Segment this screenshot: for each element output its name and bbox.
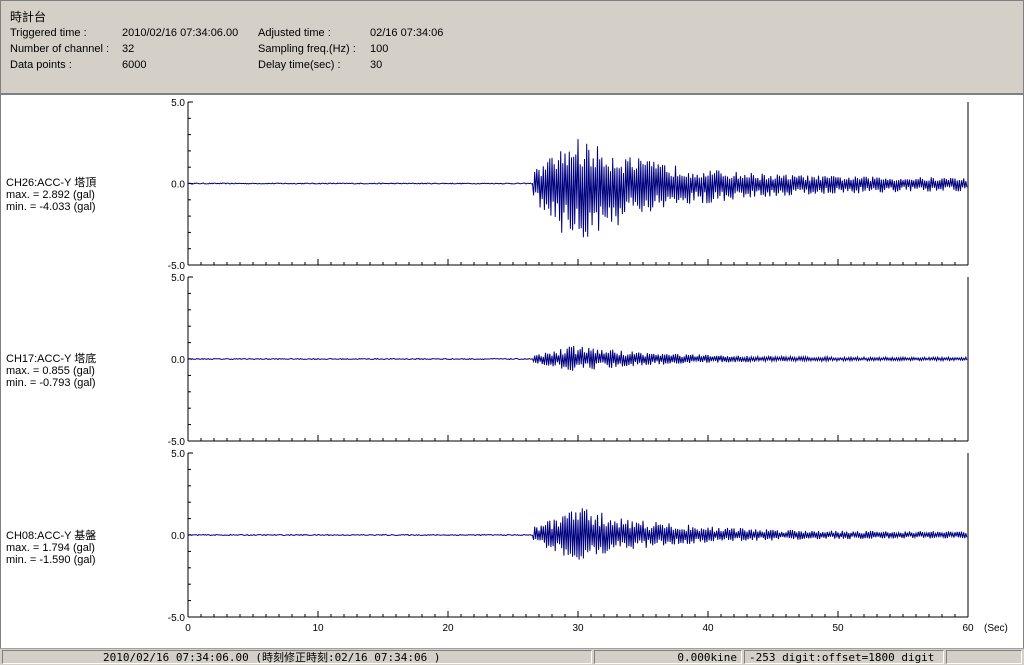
status-empty bbox=[946, 650, 1022, 664]
waveform-plot-area[interactable]: CH26:ACC-Y 塔頂 max. = 2.892 (gal) min. = … bbox=[0, 94, 1024, 650]
delay-label: Delay time(sec) : bbox=[258, 59, 341, 71]
channel-panel-0: 5.0 0.0 -5.0 bbox=[168, 98, 969, 272]
y-tick-label: 0.0 bbox=[171, 355, 185, 366]
y-tick-label: 5.0 bbox=[171, 98, 185, 109]
status-bar: 2010/02/16 07:34:06.00 (時刻修正時刻:02/16 07:… bbox=[0, 648, 1024, 665]
delay-value: 30 bbox=[370, 59, 383, 71]
channel-info-0: CH26:ACC-Y 塔頂 max. = 2.892 (gal) min. = … bbox=[6, 177, 96, 213]
channel-panel-1: 5.0 0.0 -5.0 bbox=[168, 273, 969, 448]
channel-min: min. = -0.793 (gal) bbox=[6, 377, 96, 389]
x-tick-label: 10 bbox=[312, 623, 324, 634]
triggered-value: 2010/02/16 07:34:06.00 bbox=[122, 27, 239, 39]
channel-min: min. = -4.033 (gal) bbox=[6, 201, 96, 213]
points-label: Data points : bbox=[10, 59, 72, 71]
adjusted-value: 02/16 07:34:06 bbox=[370, 27, 444, 39]
channel-name: CH26:ACC-Y 塔頂 bbox=[6, 177, 97, 189]
channels-value: 32 bbox=[122, 43, 135, 55]
channel-max: max. = 2.892 (gal) bbox=[6, 189, 95, 201]
y-tick-label: -5.0 bbox=[168, 261, 186, 272]
info-header: 時計台 Triggered time : 2010/02/16 07:34:06… bbox=[0, 0, 1024, 94]
x-tick-label: 30 bbox=[572, 623, 584, 634]
channel-info-1: CH17:ACC-Y 塔底 max. = 0.855 (gal) min. = … bbox=[6, 353, 96, 389]
station-title: 時計台 bbox=[10, 10, 47, 24]
status-time: 2010/02/16 07:34:06.00 (時刻修正時刻:02/16 07:… bbox=[2, 650, 592, 664]
waveform-line-0 bbox=[187, 139, 968, 238]
waveform-line-2 bbox=[187, 508, 968, 560]
waveform-chart: 5.00.0-5.05.00.0-5.05.00.0-5.00 10 20 30 40 5… bbox=[168, 98, 1008, 634]
x-axis-label: (Sec) bbox=[984, 623, 1008, 634]
channel-name: CH08:ACC-Y 基盤 bbox=[6, 530, 97, 542]
x-tick-label: 50 bbox=[832, 623, 844, 634]
channel-info-2: CH08:ACC-Y 基盤 max. = 1.794 (gal) min. = … bbox=[6, 530, 96, 566]
channel-max: max. = 1.794 (gal) bbox=[6, 542, 95, 554]
points-value: 6000 bbox=[122, 59, 147, 71]
triggered-label: Triggered time : bbox=[10, 27, 87, 39]
y-tick-label: 0.0 bbox=[171, 180, 185, 191]
x-tick-label: 0 bbox=[185, 623, 191, 634]
sampling-label: Sampling freq.(Hz) : bbox=[258, 43, 356, 55]
x-tick-label: 40 bbox=[702, 623, 714, 634]
channels-label: Number of channel : bbox=[10, 43, 110, 55]
sampling-value: 100 bbox=[370, 43, 389, 55]
waveform-line-1 bbox=[188, 345, 968, 371]
channel-name: CH17:ACC-Y 塔底 bbox=[6, 353, 97, 365]
status-velocity: 0.000kine bbox=[594, 650, 742, 664]
channel-min: min. = -1.590 (gal) bbox=[6, 554, 96, 566]
y-tick-label: -5.0 bbox=[168, 613, 186, 624]
x-tick-label: 60 bbox=[962, 623, 974, 634]
channel-max: max. = 0.855 (gal) bbox=[6, 365, 95, 377]
y-tick-label: 0.0 bbox=[171, 531, 185, 542]
status-digit: -253 digit:offset=1800 digit bbox=[744, 650, 944, 664]
channel-panel-2: 5.0 0.0 -5.0 bbox=[168, 449, 969, 624]
adjusted-label: Adjusted time : bbox=[258, 27, 331, 39]
y-tick-label: -5.0 bbox=[168, 437, 186, 448]
y-tick-label: 5.0 bbox=[171, 449, 185, 460]
y-tick-label: 5.0 bbox=[171, 273, 185, 284]
x-tick-label: 20 bbox=[442, 623, 454, 634]
